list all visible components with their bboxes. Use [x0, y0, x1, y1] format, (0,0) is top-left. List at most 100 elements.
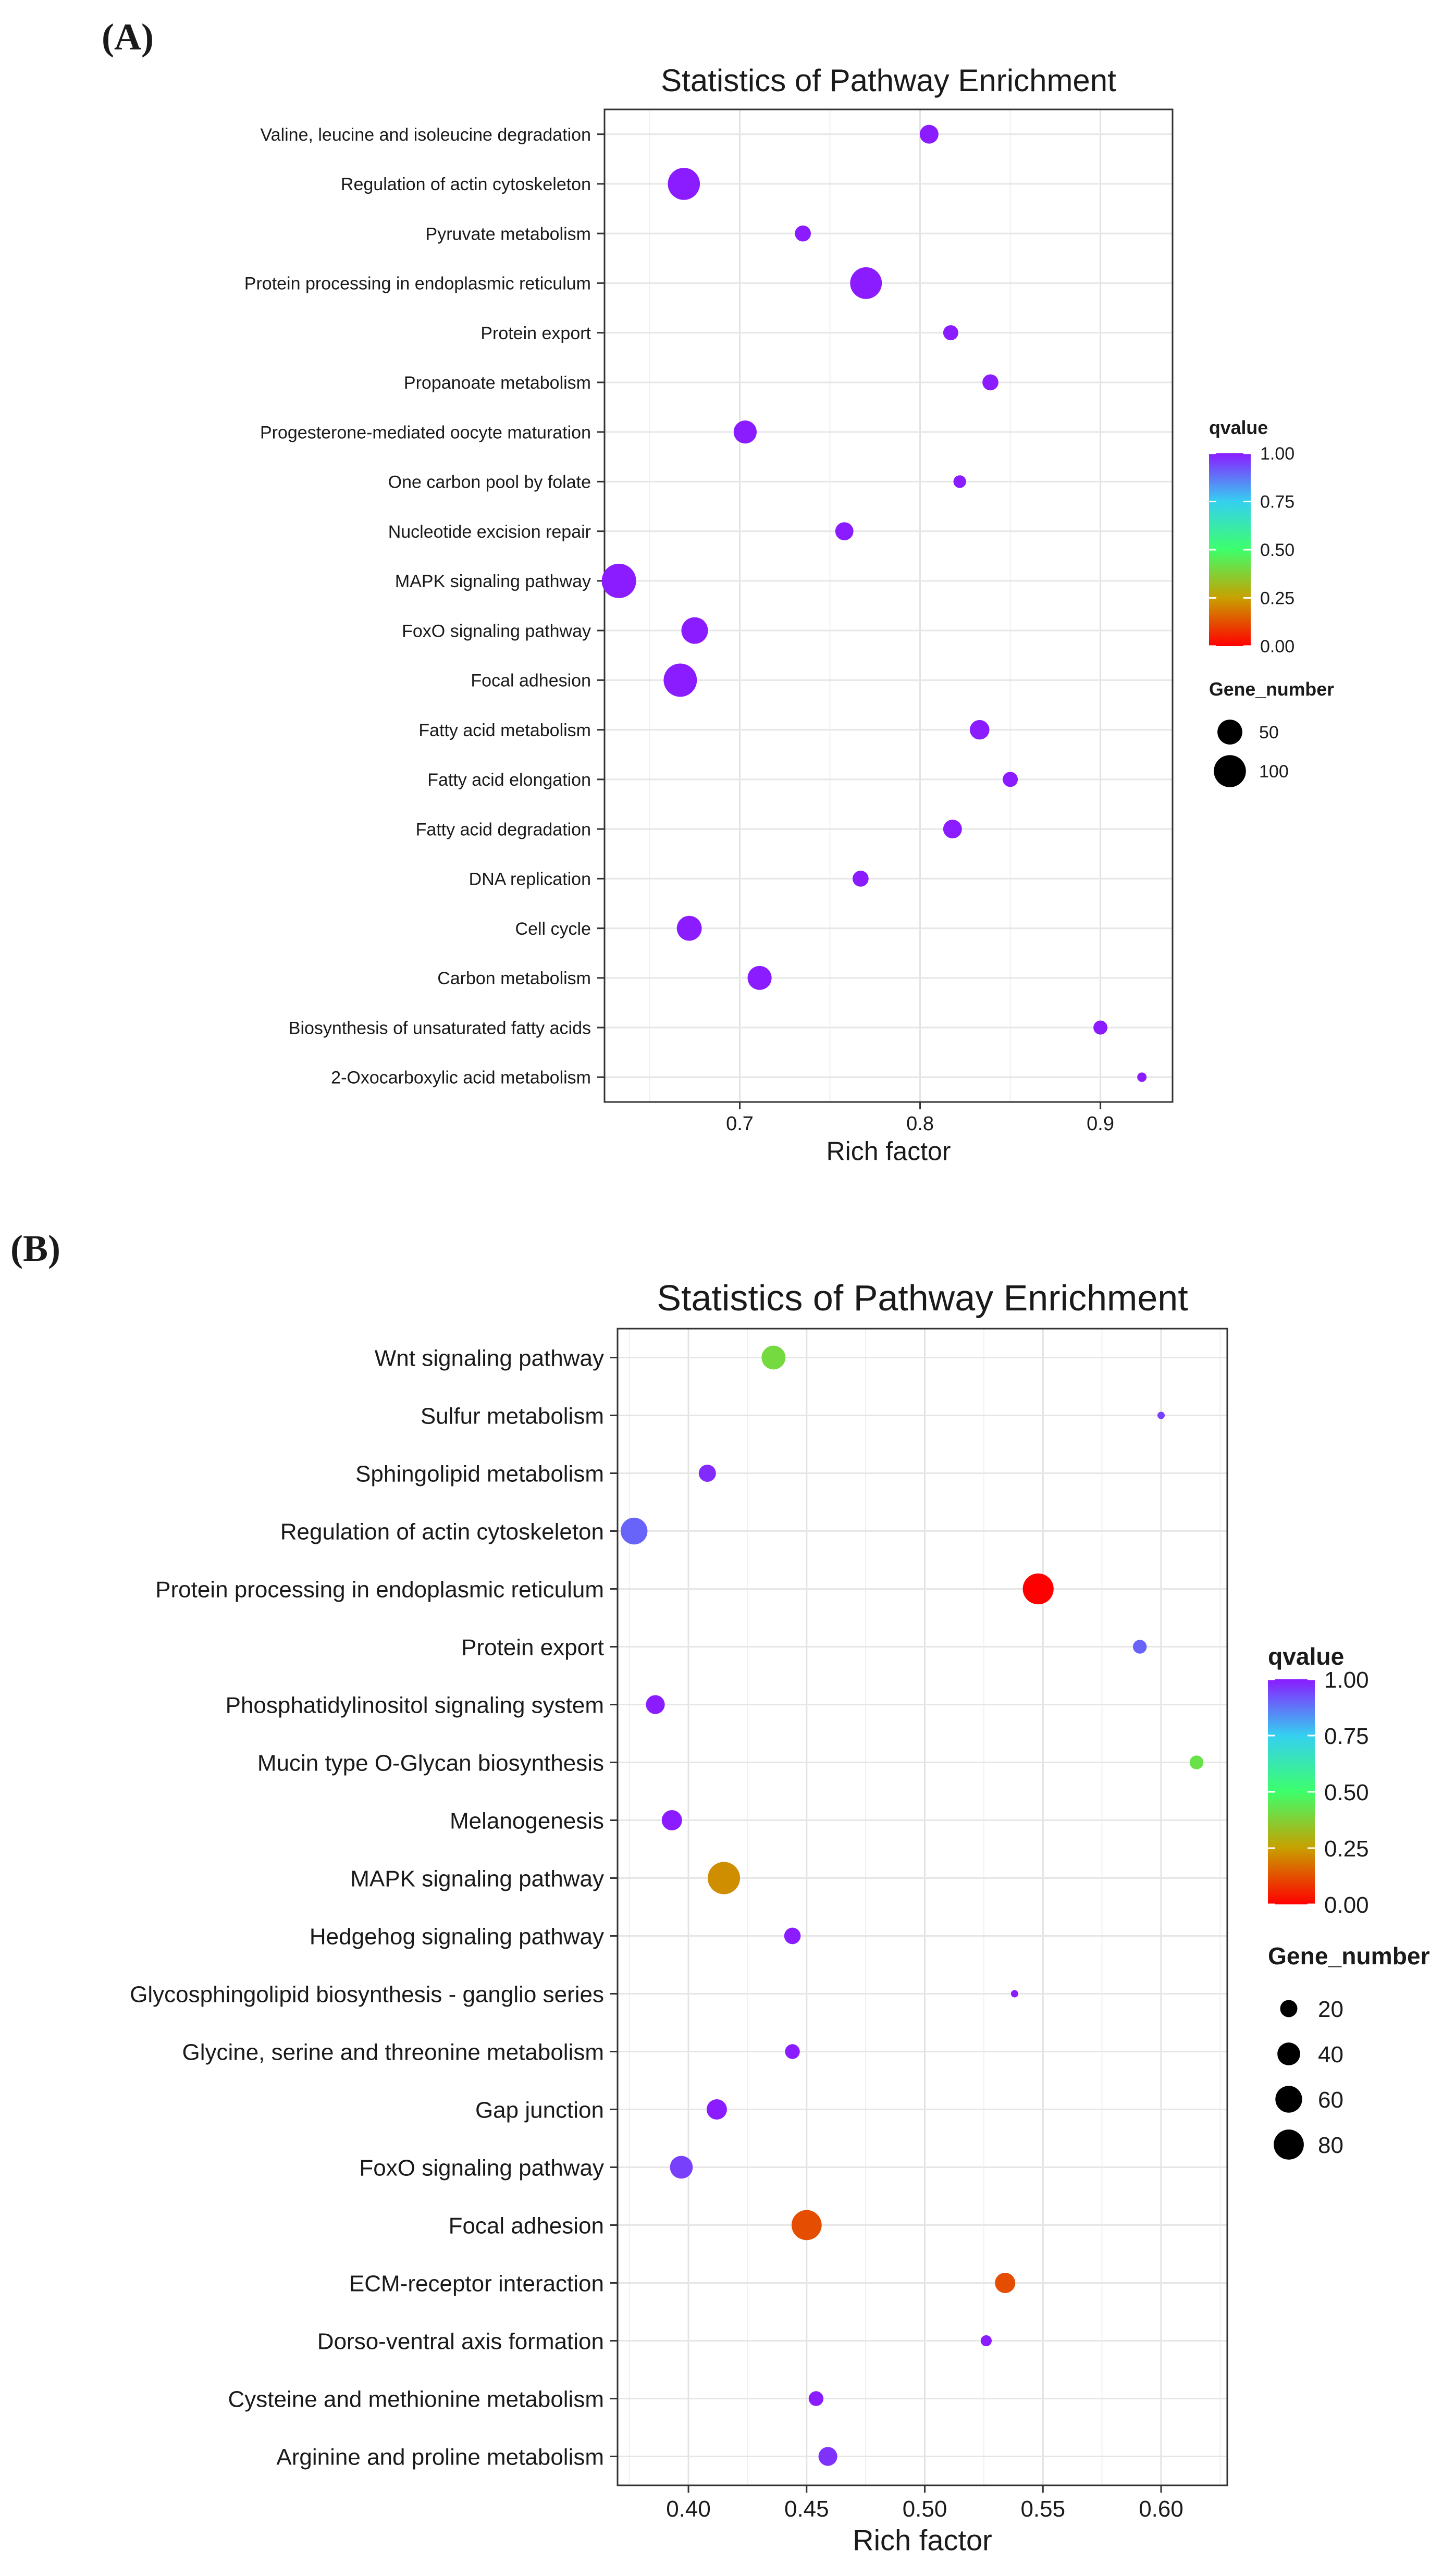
x-axis: 0.7 0.8 0.9 Rich factor	[726, 1102, 1114, 1166]
gridlines	[605, 109, 1173, 1102]
y-tick-label: DNA replication	[469, 870, 591, 889]
legend-size-marker	[1214, 755, 1246, 787]
x-tick-label: 0.7	[726, 1113, 754, 1135]
colorbar-tick-label: 0.75	[1260, 492, 1294, 512]
legend-size-label: 80	[1318, 2133, 1343, 2158]
y-tick-label: Protein export	[461, 1634, 604, 1660]
chart-title: Statistics of Pathway Enrichment	[661, 63, 1116, 98]
y-axis: Valine, leucine and isoleucine degradati…	[244, 125, 605, 1088]
data-point	[1093, 1020, 1108, 1035]
colorbar-tick-label: 0.00	[1260, 637, 1294, 657]
data-points	[601, 125, 1147, 1082]
y-tick-label: Hedgehog signaling pathway	[310, 1924, 604, 1949]
data-point	[1010, 1990, 1018, 1998]
y-tick-label: Dorso-ventral axis formation	[317, 2329, 604, 2354]
y-tick-label: Focal adhesion	[471, 671, 591, 691]
chart-title: Statistics of Pathway Enrichment	[657, 1278, 1188, 1318]
y-tick-label: Gap junction	[475, 2097, 604, 2123]
legend-size-label: 40	[1318, 2042, 1343, 2067]
y-tick-label: Glycosphingolipid biosynthesis - ganglio…	[130, 1981, 604, 2007]
chart-panel-b: (B) Statistics of Pathway Enrichment Wnt s…	[10, 1228, 1430, 2557]
x-tick-label: 0.45	[784, 2496, 829, 2522]
data-point	[708, 1862, 741, 1894]
y-tick-label: Carbon metabolism	[437, 969, 591, 988]
legend: qvalue 1.00 0.75 0.50 0.25 0.00 Gene_number 50 1…	[1209, 417, 1334, 787]
colorbar-tick-label: 1.00	[1324, 1667, 1369, 1693]
data-point	[1137, 1072, 1147, 1082]
data-point	[663, 663, 697, 697]
data-point	[808, 2391, 824, 2406]
y-tick-label: Arginine and proline metabolism	[276, 2444, 604, 2470]
x-axis-label: Rich factor	[853, 2524, 992, 2557]
legend-size-marker	[1280, 2000, 1298, 2017]
y-tick-label: FoxO signaling pathway	[359, 2155, 604, 2181]
data-point	[982, 374, 998, 391]
legend-size-marker	[1275, 2086, 1302, 2113]
y-tick-label: Progesterone-mediated oocyte maturation	[260, 423, 591, 442]
data-point	[943, 325, 958, 341]
y-tick-label: Melanogenesis	[450, 1808, 604, 1834]
legend-color-title: qvalue	[1209, 417, 1268, 438]
y-tick-label: Protein processing in endoplasmic reticu…	[155, 1577, 604, 1602]
data-point	[668, 168, 700, 200]
data-point	[747, 965, 772, 990]
chart-panel-a: (A) Statistics of Pathway Enrichment Valin…	[102, 16, 1334, 1166]
colorbar-tick-label: 0.50	[1260, 540, 1294, 560]
data-point	[1022, 1573, 1054, 1605]
data-point	[670, 2156, 693, 2179]
data-point	[835, 522, 854, 541]
plot-background	[605, 109, 1173, 1102]
x-tick-label: 0.50	[903, 2496, 947, 2522]
x-tick-label: 0.9	[1087, 1113, 1114, 1135]
data-point	[681, 617, 708, 644]
data-point	[733, 420, 757, 444]
legend-size-label: 60	[1318, 2087, 1343, 2113]
y-tick-label: FoxO signaling pathway	[402, 621, 591, 641]
y-tick-label: One carbon pool by folate	[388, 473, 591, 492]
y-tick-label: Sulfur metabolism	[421, 1403, 604, 1429]
y-tick-label: Regulation of actin cytoskeleton	[280, 1519, 604, 1544]
colorbar-tick-label: 0.25	[1324, 1836, 1369, 1862]
data-point	[919, 125, 939, 144]
y-tick-label: Nucleotide excision repair	[388, 522, 591, 542]
data-point	[661, 1810, 682, 1830]
y-tick-label: Pyruvate metabolism	[426, 224, 591, 244]
data-point	[1189, 1755, 1204, 1769]
x-tick-label: 0.40	[666, 2496, 711, 2522]
data-points	[621, 1345, 1204, 2466]
y-tick-label: Focal adhesion	[449, 2213, 604, 2238]
y-axis: Wnt signaling pathway Sulfur metabolism Sp…	[130, 1345, 618, 2470]
data-point	[707, 2099, 727, 2120]
legend-size-label: 20	[1318, 1997, 1343, 2022]
data-point	[785, 2044, 800, 2059]
y-tick-label: MAPK signaling pathway	[395, 572, 591, 591]
colorbar-tick-label: 1.00	[1260, 444, 1294, 464]
data-point	[621, 1517, 648, 1545]
y-tick-label: Regulation of actin cytoskeleton	[341, 175, 591, 194]
colorbar-tick-label: 0.00	[1324, 1892, 1369, 1918]
y-tick-label: Fatty acid metabolism	[418, 721, 591, 740]
data-point	[953, 475, 966, 488]
data-point	[1003, 772, 1018, 787]
x-tick-label: 0.8	[906, 1113, 934, 1135]
x-axis: 0.40 0.45 0.50 0.55 0.60 Rich factor	[666, 2485, 1183, 2557]
data-point	[676, 915, 702, 941]
x-axis-label: Rich factor	[827, 1136, 951, 1166]
legend-size-label: 100	[1259, 762, 1289, 782]
y-tick-label: Phosphatidylinositol signaling system	[226, 1692, 604, 1718]
data-point	[698, 1464, 716, 1482]
legend-size-marker	[1217, 720, 1242, 745]
legend-size-title: Gene_number	[1209, 679, 1334, 700]
colorbar-tick-label: 0.25	[1260, 589, 1294, 609]
data-point	[646, 1695, 665, 1714]
y-tick-label: Biosynthesis of unsaturated fatty acids	[289, 1018, 591, 1038]
plot-border	[616, 1328, 1228, 2486]
data-point	[969, 720, 990, 740]
y-tick-label: Valine, leucine and isoleucine degradati…	[261, 125, 591, 145]
x-tick-label: 0.55	[1020, 2496, 1065, 2522]
x-tick-label: 0.60	[1139, 2496, 1183, 2522]
panel-label: (B)	[10, 1228, 60, 1269]
plot-background	[618, 1329, 1227, 2485]
data-point	[980, 2335, 992, 2347]
